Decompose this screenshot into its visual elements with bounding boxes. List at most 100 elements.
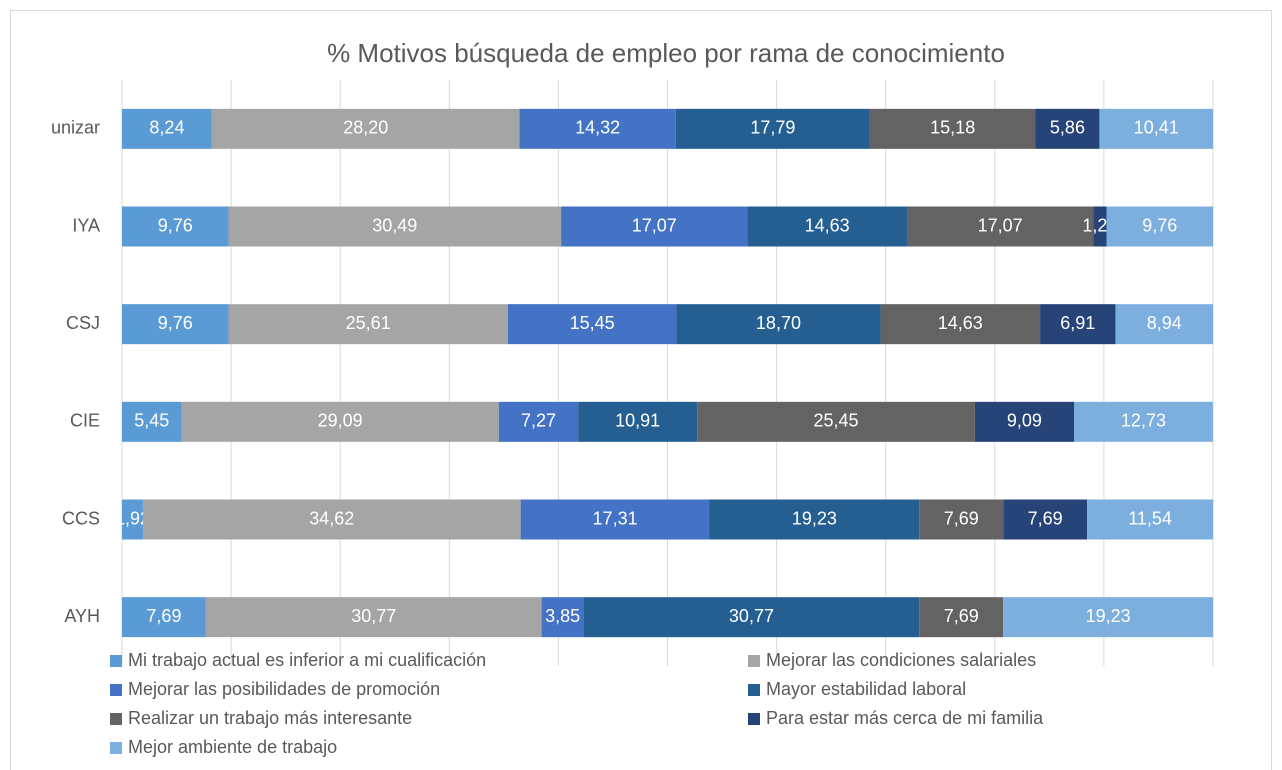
legend-label: Mayor estabilidad laboral <box>766 679 966 699</box>
data-label: 6,91 <box>1060 313 1095 333</box>
data-label: 17,31 <box>593 508 638 528</box>
data-label: 34,62 <box>309 508 354 528</box>
data-label: 12,73 <box>1121 411 1166 431</box>
data-label: 30,77 <box>351 606 396 626</box>
bar-segment <box>1115 304 1213 345</box>
bar-segment <box>228 304 508 345</box>
data-label: 10,91 <box>615 411 660 431</box>
bar-segment <box>205 597 542 638</box>
bar-segment <box>974 401 1075 442</box>
data-label: 17,79 <box>750 118 795 138</box>
bar-segment <box>1106 206 1213 247</box>
y-tick-label: IYA <box>72 215 100 235</box>
legend-label: Mejor ambiente de trabajo <box>128 737 337 757</box>
bar-segment <box>122 304 229 345</box>
y-tick-label: unizar <box>51 118 100 138</box>
data-label: 29,09 <box>318 411 363 431</box>
bar-segment <box>1093 206 1107 247</box>
data-label: 18,70 <box>756 313 801 333</box>
data-label: 30,49 <box>372 215 417 235</box>
y-tick-label: CSJ <box>66 313 100 333</box>
bar-segment <box>919 597 1004 638</box>
bar-segment <box>1040 304 1116 345</box>
data-label: 9,76 <box>158 215 193 235</box>
data-label: 15,18 <box>930 118 975 138</box>
bar-segment <box>519 108 676 149</box>
bar-segment <box>498 401 579 442</box>
bar-segment <box>181 401 499 442</box>
data-label: 14,63 <box>938 313 983 333</box>
bar-segment <box>1003 499 1088 540</box>
bar-segment <box>541 597 584 638</box>
data-label: 7,27 <box>521 411 556 431</box>
data-label: 25,61 <box>346 313 391 333</box>
data-label: 3,85 <box>545 606 580 626</box>
legend-swatch <box>110 684 122 696</box>
data-label: 5,45 <box>134 411 169 431</box>
data-label: 10,41 <box>1134 118 1179 138</box>
data-label: 14,63 <box>805 215 850 235</box>
legend-label: Realizar un trabajo más interesante <box>128 708 412 728</box>
bar-segment <box>1087 499 1213 540</box>
legend-label: Mi trabajo actual es inferior a mi cuali… <box>128 650 486 670</box>
bar-segment <box>906 206 1094 247</box>
bar-segment <box>869 108 1036 149</box>
legend-swatch <box>110 655 122 667</box>
data-label: 9,09 <box>1007 411 1042 431</box>
bar-segment <box>122 206 229 247</box>
legend-label: Mejorar las condiciones salariales <box>766 650 1036 670</box>
bar-segment <box>919 499 1004 540</box>
bar-segment <box>1003 597 1213 638</box>
data-label: 5,86 <box>1050 118 1085 138</box>
data-label: 7,69 <box>944 508 979 528</box>
bar-segment <box>880 304 1041 345</box>
legend-label: Mejorar las posibilidades de promoción <box>128 679 440 699</box>
y-tick-label: AYH <box>64 606 100 626</box>
bar-segment <box>561 206 748 247</box>
data-label: 15,45 <box>570 313 615 333</box>
y-tick-label: CIE <box>70 411 100 431</box>
y-tick-label: CCS <box>62 508 100 528</box>
bar-segment <box>583 597 920 638</box>
data-label: 1,92 <box>115 508 150 528</box>
data-label: 7,69 <box>1028 508 1063 528</box>
bar-segment <box>142 499 521 540</box>
data-label: 7,69 <box>944 606 979 626</box>
data-label: 7,69 <box>146 606 181 626</box>
data-label: 14,32 <box>575 118 620 138</box>
legend-swatch <box>110 713 122 725</box>
data-label: 19,23 <box>792 508 837 528</box>
legend-swatch <box>748 713 760 725</box>
bar-segment <box>675 108 870 149</box>
data-label: 8,24 <box>149 118 184 138</box>
chart-title: % Motivos búsqueda de empleo por rama de… <box>327 38 1005 68</box>
legend-swatch <box>110 742 122 754</box>
bar-segment <box>520 499 710 540</box>
bar-segment <box>709 499 920 540</box>
bar-segment <box>211 108 520 149</box>
legend-label: Para estar más cerca de mi familia <box>766 708 1044 728</box>
data-label: 25,45 <box>813 411 858 431</box>
bar-segment <box>1099 108 1213 149</box>
bar-segment <box>578 401 698 442</box>
bar-segment <box>122 499 143 540</box>
bar-segment <box>676 304 881 345</box>
data-label: 11,54 <box>1128 508 1172 528</box>
data-label: 19,23 <box>1086 606 1131 626</box>
legend-swatch <box>748 684 760 696</box>
data-label: 17,07 <box>632 215 677 235</box>
bar-segment <box>507 304 677 345</box>
bar-segment <box>747 206 907 247</box>
bar-segment <box>122 597 206 638</box>
data-label: 30,77 <box>729 606 774 626</box>
bar-segment <box>1074 401 1213 442</box>
data-label: 9,76 <box>158 313 193 333</box>
legend-swatch <box>748 655 760 667</box>
data-label: 17,07 <box>978 215 1023 235</box>
bar-segment <box>122 108 212 149</box>
bar-segment <box>697 401 975 442</box>
bar-segment <box>228 206 562 247</box>
bar-segment <box>1035 108 1100 149</box>
data-label: 28,20 <box>343 118 388 138</box>
